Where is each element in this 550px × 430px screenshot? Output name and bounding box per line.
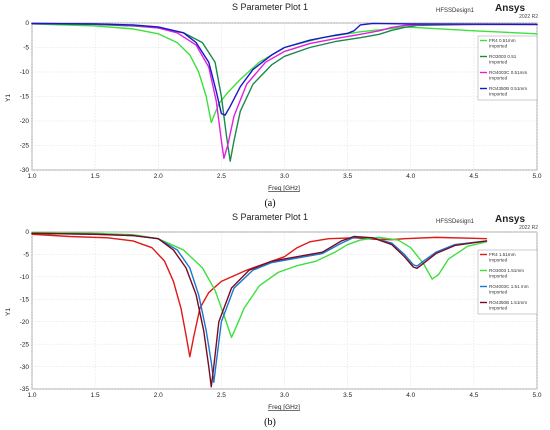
- x-tick-label: 5.0: [532, 173, 541, 180]
- x-tick-label: 2.0: [154, 173, 163, 180]
- x-tick-label: 3.0: [280, 392, 289, 399]
- design-name: HFSSDesign1: [436, 219, 475, 225]
- legend-entry-sub: Imported: [489, 92, 508, 97]
- series-line-0: [31, 23, 538, 124]
- y-tick-labels: 0 -5 -10 -15 -20 -25 -30: [20, 20, 30, 174]
- y-tick-label: -35: [20, 386, 30, 393]
- y-tick-label: -25: [20, 341, 30, 348]
- chart-title: S Parameter Plot 1: [232, 212, 308, 222]
- x-tick-label: 1.0: [27, 392, 36, 399]
- legend-entry: RO4003C 1.51 mm: [489, 284, 529, 289]
- ansys-logo-text: Ansys: [495, 214, 525, 225]
- legend-entry-sub: Imported: [489, 60, 508, 65]
- legend-entry: RO3003 0.51: [489, 54, 517, 59]
- legend-entry-sub: Imported: [489, 306, 508, 311]
- caption-a: (a): [264, 198, 275, 209]
- legend-entry: RO4350B 1.51mm: [489, 300, 527, 305]
- x-tick-label: 4.0: [406, 392, 415, 399]
- x-tick-label: 5.0: [532, 392, 541, 399]
- x-tick-label: 3.5: [343, 173, 352, 180]
- legend-entry: RO4003C 0.51mm: [489, 70, 527, 75]
- legend-entry: FR4 0.51mm: [489, 38, 516, 43]
- series-line-2: [31, 22, 538, 159]
- x-tick-labels: 1.0 1.5 2.0 2.5 3.0 3.5 4.0 4.5 5.0: [27, 392, 541, 399]
- x-tick-label: 3.0: [280, 173, 289, 180]
- x-axis-label: Freq [GHz]: [268, 404, 300, 411]
- y-tick-label: -10: [20, 69, 30, 76]
- legend-entry: FR4 1.51mm: [489, 252, 516, 257]
- x-tick-label: 2.5: [217, 392, 226, 399]
- y-tick-label: -20: [20, 118, 30, 125]
- y-tick-label: -20: [20, 319, 30, 326]
- x-tick-label: 1.5: [91, 173, 100, 180]
- y-tick-label: -30: [20, 167, 30, 174]
- y-tick-label: 0: [25, 20, 29, 27]
- y-tick-label: -30: [20, 364, 30, 371]
- legend-entry: RO4350B 0.51mm: [489, 86, 527, 91]
- legend-entry-sub: Imported: [489, 274, 508, 279]
- x-tick-label: 2.5: [217, 173, 226, 180]
- x-axis-label: Freq [GHz]: [268, 185, 300, 192]
- y-tick-label: -10: [20, 274, 30, 281]
- version-label: 2022 R2: [519, 225, 538, 231]
- x-tick-label: 4.5: [469, 173, 478, 180]
- legend-entry-sub: Imported: [489, 76, 508, 81]
- series-group: [31, 231, 488, 388]
- legend-entry-sub: Imported: [489, 258, 508, 263]
- x-tick-label: 1.0: [27, 173, 36, 180]
- series-line-2: [31, 232, 488, 383]
- x-tick-labels: 1.0 1.5 2.0 2.5 3.0 3.5 4.0 4.5 5.0: [27, 173, 541, 180]
- plot-panel-b: S Parameter Plot 1 HFSSDesign1 Ansys 202…: [5, 212, 542, 428]
- y-tick-label: 0: [25, 229, 29, 236]
- series-line-3: [31, 232, 488, 388]
- legend-box: [477, 249, 538, 315]
- plot-panel-a: S Parameter Plot 1 HFSSDesign1 Ansys 202…: [5, 2, 542, 209]
- series-group: [31, 22, 538, 162]
- legend-entry: RO3003 1.51mm: [489, 268, 524, 273]
- ansys-logo-text: Ansys: [495, 3, 525, 14]
- y-tick-label: -5: [23, 45, 29, 52]
- y-axis-label: Y1: [5, 94, 12, 102]
- y-tick-label: -15: [20, 296, 30, 303]
- y-tick-label: -25: [20, 143, 30, 150]
- x-tick-label: 3.5: [343, 392, 352, 399]
- legend-entry-sub: Imported: [489, 44, 508, 49]
- x-tick-label: 2.0: [154, 392, 163, 399]
- series-line-3: [31, 22, 538, 116]
- y-tick-labels: 0 -5 -10 -15 -20 -25 -30 -35: [20, 229, 30, 393]
- version-label: 2022 R2: [519, 14, 538, 20]
- caption-b: (b): [264, 417, 276, 428]
- design-name: HFSSDesign1: [436, 8, 475, 14]
- grid: [31, 231, 538, 390]
- legend-entry-sub: Imported: [489, 290, 508, 295]
- y-axis-label: Y1: [5, 308, 12, 316]
- series-line-1: [31, 231, 488, 339]
- chart-title: S Parameter Plot 1: [232, 2, 308, 12]
- y-tick-label: -15: [20, 94, 30, 101]
- x-tick-label: 1.5: [91, 392, 100, 399]
- legend-box: [477, 35, 538, 101]
- y-tick-label: -5: [23, 252, 29, 259]
- x-tick-label: 4.0: [406, 173, 415, 180]
- series-line-0: [31, 233, 488, 358]
- x-tick-label: 4.5: [469, 392, 478, 399]
